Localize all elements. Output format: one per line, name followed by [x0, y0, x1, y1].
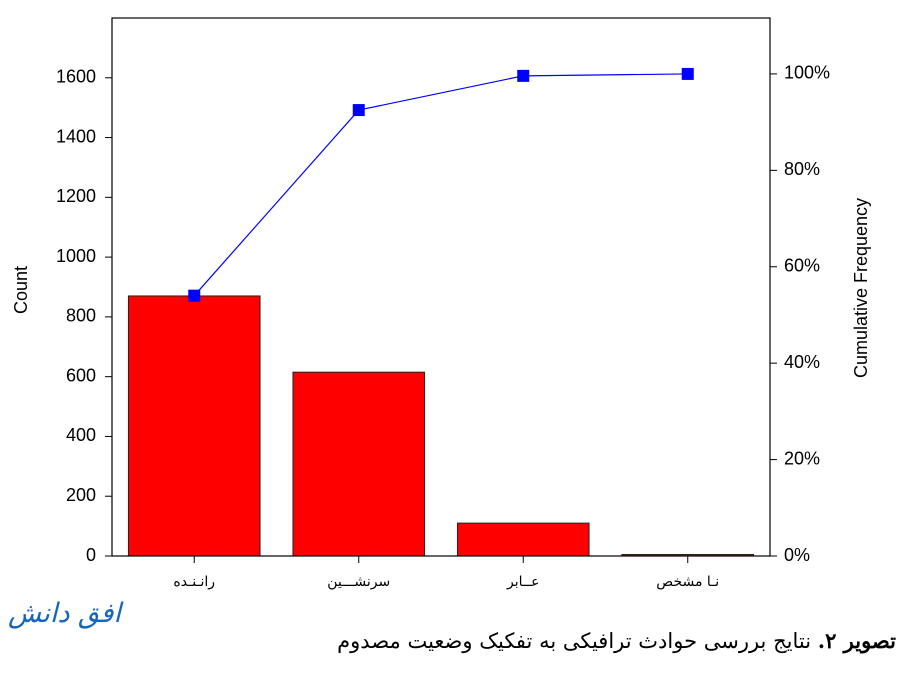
bar — [456, 522, 590, 557]
y-tick-label: 600 — [66, 365, 96, 385]
marker — [352, 104, 365, 117]
x-tick-label: سرنشـــین — [327, 574, 390, 590]
y2-tick-label: 60% — [784, 256, 820, 276]
y-axis-label: Count — [11, 266, 31, 314]
y2-axis-label: Cumulative Frequency — [851, 198, 871, 378]
y2-tick-label: 0% — [784, 545, 810, 565]
bar — [127, 295, 261, 557]
caption-label: تصویر ۲. — [817, 628, 896, 653]
marker — [188, 289, 201, 302]
y-tick-label: 0 — [86, 545, 96, 565]
x-tick-label: عــابر — [506, 574, 539, 590]
bar — [292, 371, 426, 557]
caption-text: نتایج بررسی حوادث ترافیکی به تفکیک وضعیت… — [337, 629, 812, 653]
marker — [681, 67, 694, 80]
x-tick-label: نـا مشخص — [656, 574, 719, 590]
y2-tick-label: 80% — [784, 159, 820, 179]
y-tick-label: 400 — [66, 425, 96, 445]
y2-tick-label: 40% — [784, 352, 820, 372]
y-tick-label: 1600 — [56, 67, 96, 87]
marker — [517, 69, 530, 82]
y-tick-label: 800 — [66, 306, 96, 326]
caption: تصویر ۲. نتایج بررسی حوادث ترافیکی به تف… — [337, 628, 896, 653]
cumulative-line — [193, 73, 688, 297]
y-tick-label: 1000 — [56, 246, 96, 266]
chart: Count Cumulative Frequency 0 200 400 600 800… — [11, 17, 871, 590]
y-tick-label: 1400 — [56, 126, 96, 146]
y-tick-label: 200 — [66, 485, 96, 505]
y2-tick-label: 100% — [784, 63, 830, 83]
y-tick-label: 1200 — [56, 186, 96, 206]
y2-tick-label: 20% — [784, 448, 820, 468]
plot-frame — [111, 17, 771, 557]
logo: افق دانش — [8, 598, 121, 629]
x-tick-label: رانـنـده — [173, 574, 215, 590]
